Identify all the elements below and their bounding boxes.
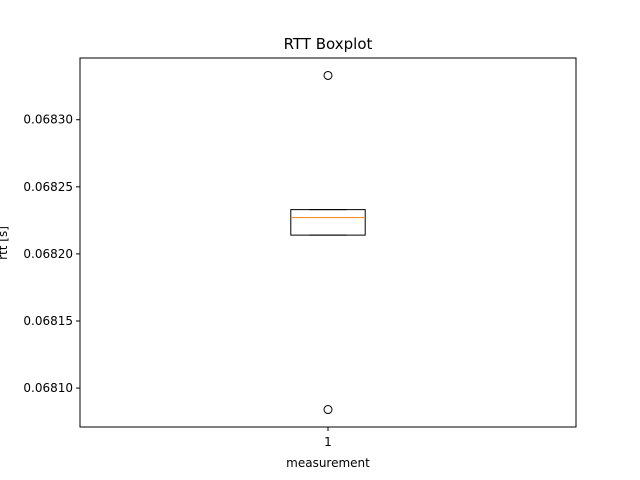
- chart-title: RTT Boxplot: [284, 35, 373, 53]
- x-tick-label: 1: [324, 435, 332, 449]
- box-iqr: [290, 209, 366, 236]
- y-tick-label: 0.06810: [23, 381, 73, 395]
- y-tick-label: 0.06815: [23, 314, 73, 328]
- x-axis: 1: [324, 427, 332, 449]
- y-tick-label: 0.06830: [23, 113, 73, 127]
- x-axis-label: measurement: [286, 456, 370, 470]
- outlier-point: [323, 405, 333, 415]
- outlier-point: [323, 70, 333, 80]
- y-tick-label: 0.06820: [23, 247, 73, 261]
- box-series: [290, 70, 366, 415]
- y-axis: 0.06810 0.06815 0.06820 0.06825 0.06830: [23, 113, 80, 395]
- y-tick-label: 0.06825: [23, 180, 73, 194]
- y-axis-label: rtt [s]: [0, 226, 10, 260]
